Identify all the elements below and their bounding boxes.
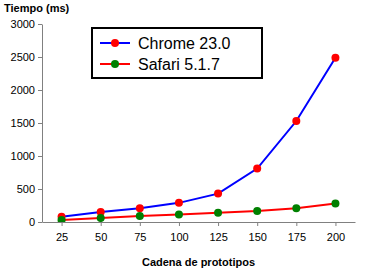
point: [175, 199, 183, 207]
y-tick: 0: [29, 216, 42, 228]
point: [331, 200, 339, 208]
y-tick: 2000: [11, 84, 42, 96]
point: [136, 204, 144, 212]
point: [292, 204, 300, 212]
x-tick-label: 125: [209, 231, 227, 243]
y-tick-mark: [38, 156, 42, 157]
x-tick-label: 75: [134, 231, 146, 243]
x-tick-label: 175: [288, 231, 306, 243]
legend-label: Chrome 23.0: [138, 35, 231, 52]
x-tick-mark: [101, 222, 102, 226]
legend-box: [92, 28, 262, 78]
y-tick-label: 1000: [11, 150, 35, 162]
point: [253, 207, 261, 215]
y-tick-label: 500: [17, 183, 35, 195]
point: [331, 54, 339, 62]
y-axis-title: Tiempo (ms): [4, 2, 70, 14]
y-tick-label: 2000: [11, 84, 35, 96]
y-tick: 3000: [11, 18, 42, 30]
legend-entry: Safari 5.1.7: [100, 56, 220, 73]
legend-marker-group: [111, 39, 119, 47]
x-tick-mark: [296, 222, 297, 226]
point: [292, 117, 300, 125]
x-axis-line: [43, 222, 356, 223]
y-axis-line: [42, 25, 43, 223]
y-tick-mark: [38, 189, 42, 190]
y-tick-mark: [38, 24, 42, 25]
legend-marker: [111, 60, 119, 68]
x-tick-mark: [140, 222, 141, 226]
point: [97, 214, 105, 222]
point-group: [331, 54, 339, 62]
x-tick: 50: [95, 222, 107, 243]
point: [214, 209, 222, 217]
x-tick-mark: [62, 222, 63, 226]
x-tick: 25: [56, 222, 68, 243]
y-tick-mark: [38, 57, 42, 58]
y-tick-mark: [38, 123, 42, 124]
x-tick-label: 150: [249, 231, 267, 243]
point: [175, 210, 183, 218]
point-group: [175, 199, 183, 207]
x-tick: 175: [288, 222, 306, 243]
chart: 0 500 1000 1500 2000 2500 3000 25 50 75 100 125 150 1…: [0, 0, 369, 275]
x-tick-label: 50: [95, 231, 107, 243]
point-group: [253, 207, 261, 215]
y-tick-label: 1500: [11, 117, 35, 129]
point-group: [136, 204, 144, 212]
point-group: [97, 214, 105, 222]
point: [58, 216, 66, 222]
x-tick-mark: [257, 222, 258, 226]
y-tick-label: 3000: [11, 18, 35, 30]
x-tick: 125: [209, 222, 227, 243]
point-group: [58, 216, 66, 222]
y-tick-label: 0: [29, 216, 35, 228]
x-tick-label: 200: [327, 231, 345, 243]
x-axis: 25 50 75 100 125 150 175 200: [43, 222, 356, 243]
plot: 0 500 1000 1500 2000 2500 3000 25 50 75 100 125 150 1…: [11, 18, 356, 243]
point-group: [214, 209, 222, 217]
point-group: [292, 117, 300, 125]
y-tick-mark: [38, 90, 42, 91]
x-tick-mark: [335, 222, 336, 226]
x-axis-title: Cadena de prototipos: [142, 256, 255, 268]
point-group: [136, 212, 144, 220]
y-tick-label: 2500: [11, 51, 35, 63]
x-tick-label: 100: [170, 231, 188, 243]
point: [136, 212, 144, 220]
x-tick: 150: [249, 222, 267, 243]
legend-marker: [111, 39, 119, 47]
legend-marker-group: [111, 60, 119, 68]
point-group: [253, 165, 261, 173]
legend: Chrome 23.0 Safari 5.1.7: [92, 28, 262, 78]
legend-entry: Chrome 23.0: [100, 35, 231, 52]
x-tick-mark: [218, 222, 219, 226]
point-group: [214, 190, 222, 198]
x-tick: 75: [134, 222, 146, 243]
point: [214, 190, 222, 198]
point-group: [331, 200, 339, 208]
x-tick-label: 25: [56, 231, 68, 243]
y-tick: 2500: [11, 51, 42, 63]
x-tick: 100: [170, 222, 188, 243]
point-group: [175, 210, 183, 218]
y-axis: 0 500 1000 1500 2000 2500 3000: [11, 18, 43, 228]
series-line: [62, 58, 336, 217]
x-tick-mark: [179, 222, 180, 226]
point-group: [292, 204, 300, 212]
y-tick: 500: [17, 183, 42, 195]
x-tick: 200: [327, 222, 345, 243]
y-tick: 1500: [11, 117, 42, 129]
legend-label: Safari 5.1.7: [138, 56, 220, 73]
y-tick-mark: [38, 222, 42, 223]
y-tick: 1000: [11, 150, 42, 162]
point: [253, 165, 261, 173]
